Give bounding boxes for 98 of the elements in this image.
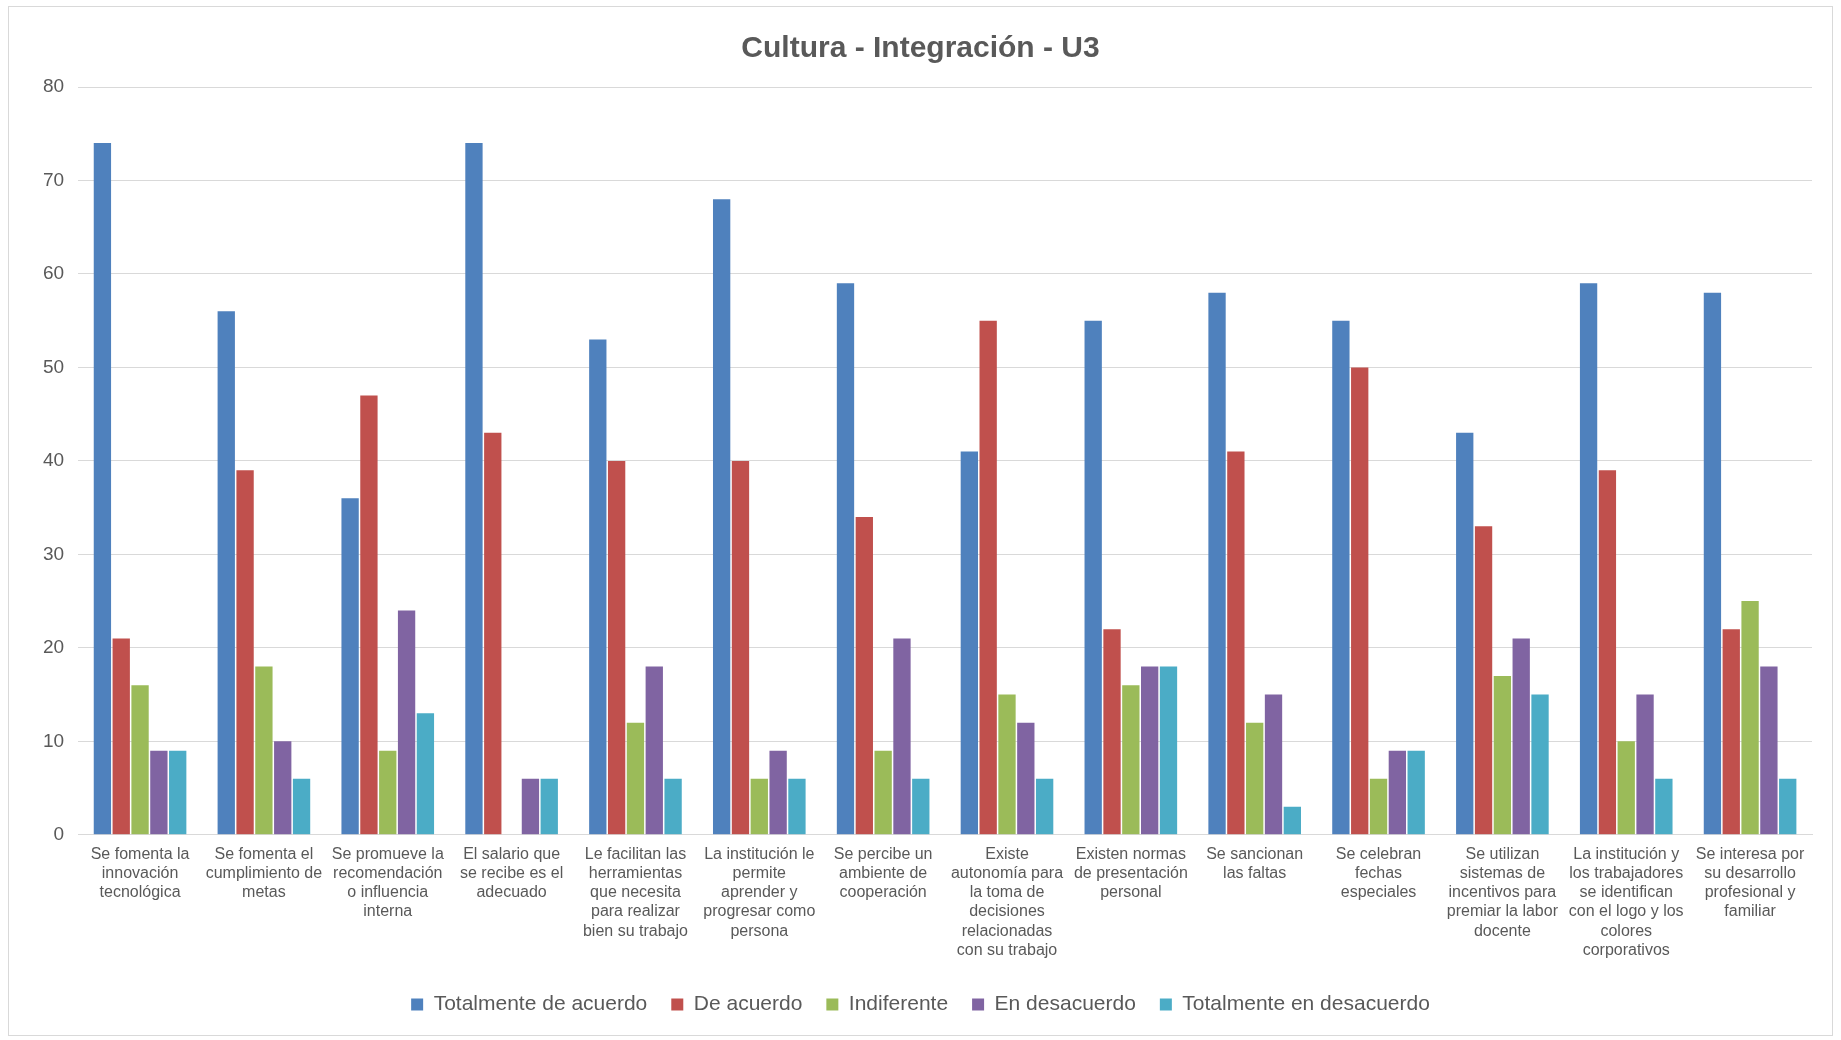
bar [1208,292,1226,835]
x-tick-label: La institución le permite aprender y progresar como persona [703,844,816,939]
bar [1283,806,1301,835]
bar [1598,470,1617,835]
bar [589,339,607,835]
y-tick-label: 70 [42,168,65,190]
bar [960,451,978,835]
bar [521,778,540,835]
x-tick-label: Se fomenta la innovación tecnológica [90,844,190,901]
legend-label: Totalmente en desacuerdo [1182,991,1430,1015]
bar [1741,601,1759,835]
bar [1035,778,1054,835]
bar [750,778,768,835]
bar [855,516,873,835]
bar [626,722,645,835]
legend-label: En desacuerdo [994,991,1136,1015]
bar [292,778,311,835]
bar [1617,741,1635,835]
bar [645,666,663,835]
bar [255,666,273,835]
bar [169,750,187,835]
bar [360,395,378,835]
bar [1246,722,1264,835]
x-tick-label: Le facilitan las herramientas que necesita para realizar bien su trabajo [582,844,689,939]
bar [416,713,435,835]
x-tick-label: El salario que se recibe es el adecuado [460,844,564,901]
x-tick-label: Se promueve la recomendación o influencia interna [331,844,444,920]
y-tick-label: 60 [42,262,65,284]
bar [236,470,254,835]
x-tick-label: Se interesa por su desarrollo profesional y familiar [1695,844,1805,920]
bar [131,685,149,835]
legend-label: Indiferente [848,991,949,1015]
x-tick-label: Se celebran fechas especiales [1335,844,1422,901]
x-tick-label: Se utilizan sistemas de incentivos para premiar la labor docente [1446,844,1559,939]
bar [1722,629,1740,835]
bar [1227,451,1245,835]
bar [1512,638,1530,835]
bar [1493,675,1512,835]
bar [1456,432,1474,835]
bar [1703,292,1722,835]
chart-title: Cultura - Integración - U3 [741,30,1100,64]
bar [836,283,855,835]
bar [379,750,397,835]
bar [1474,526,1493,835]
bar [540,778,558,835]
bar [1369,778,1388,835]
legend-label: Totalmente de acuerdo [433,991,648,1015]
bar [1388,750,1407,835]
bar [979,320,997,835]
x-tick-label: Existen normas de presentación personal [1073,844,1188,901]
bar [1579,283,1598,835]
y-tick-label: 0 [53,823,65,845]
bar [1636,694,1654,835]
bar [664,778,682,835]
y-tick-label: 80 [42,75,65,97]
bar [1531,694,1549,835]
bar [1103,629,1121,835]
bar [731,460,750,835]
y-tick-label: 50 [42,355,65,377]
x-tick-label: Existe autonomía para la toma de decisiones relacionadas con su trabajo [950,844,1064,958]
bar [1351,367,1369,835]
bar [607,460,626,835]
bar [1122,685,1140,835]
y-tick-label: 10 [42,729,65,751]
bar [712,199,731,835]
bar [274,741,292,835]
bar [484,432,502,835]
bar [341,498,359,835]
bar [217,311,235,835]
bar [1760,666,1778,835]
bar [1407,750,1425,835]
bar [1084,320,1102,835]
x-tick-label: Se percibe un ambiente de cooperación [833,844,933,901]
bar [1017,722,1035,835]
x-tick-label: Se fomenta el cumplimiento de metas [205,844,323,901]
bar [1141,666,1159,835]
legend-label: De acuerdo [693,991,803,1015]
bar [397,610,416,835]
bar [1264,694,1283,835]
bar [1332,320,1350,835]
y-tick-label: 30 [42,542,65,564]
bar [998,694,1016,835]
bar [112,638,130,835]
y-tick-label: 20 [42,636,65,658]
x-tick-label: Se sancionan las faltas [1206,844,1304,882]
bar [93,143,112,835]
bar [912,778,930,835]
bar [788,778,806,835]
x-tick-label: La institución y los trabajadores se identifican con el logo y los colores corporativos [1568,844,1684,958]
bar [1159,666,1178,835]
y-tick-label: 40 [42,449,65,471]
bar [769,750,787,835]
bar [893,638,911,835]
bar [1779,778,1797,835]
bar [1655,778,1673,835]
bar [150,750,168,835]
bar [874,750,892,835]
bar [465,143,483,835]
